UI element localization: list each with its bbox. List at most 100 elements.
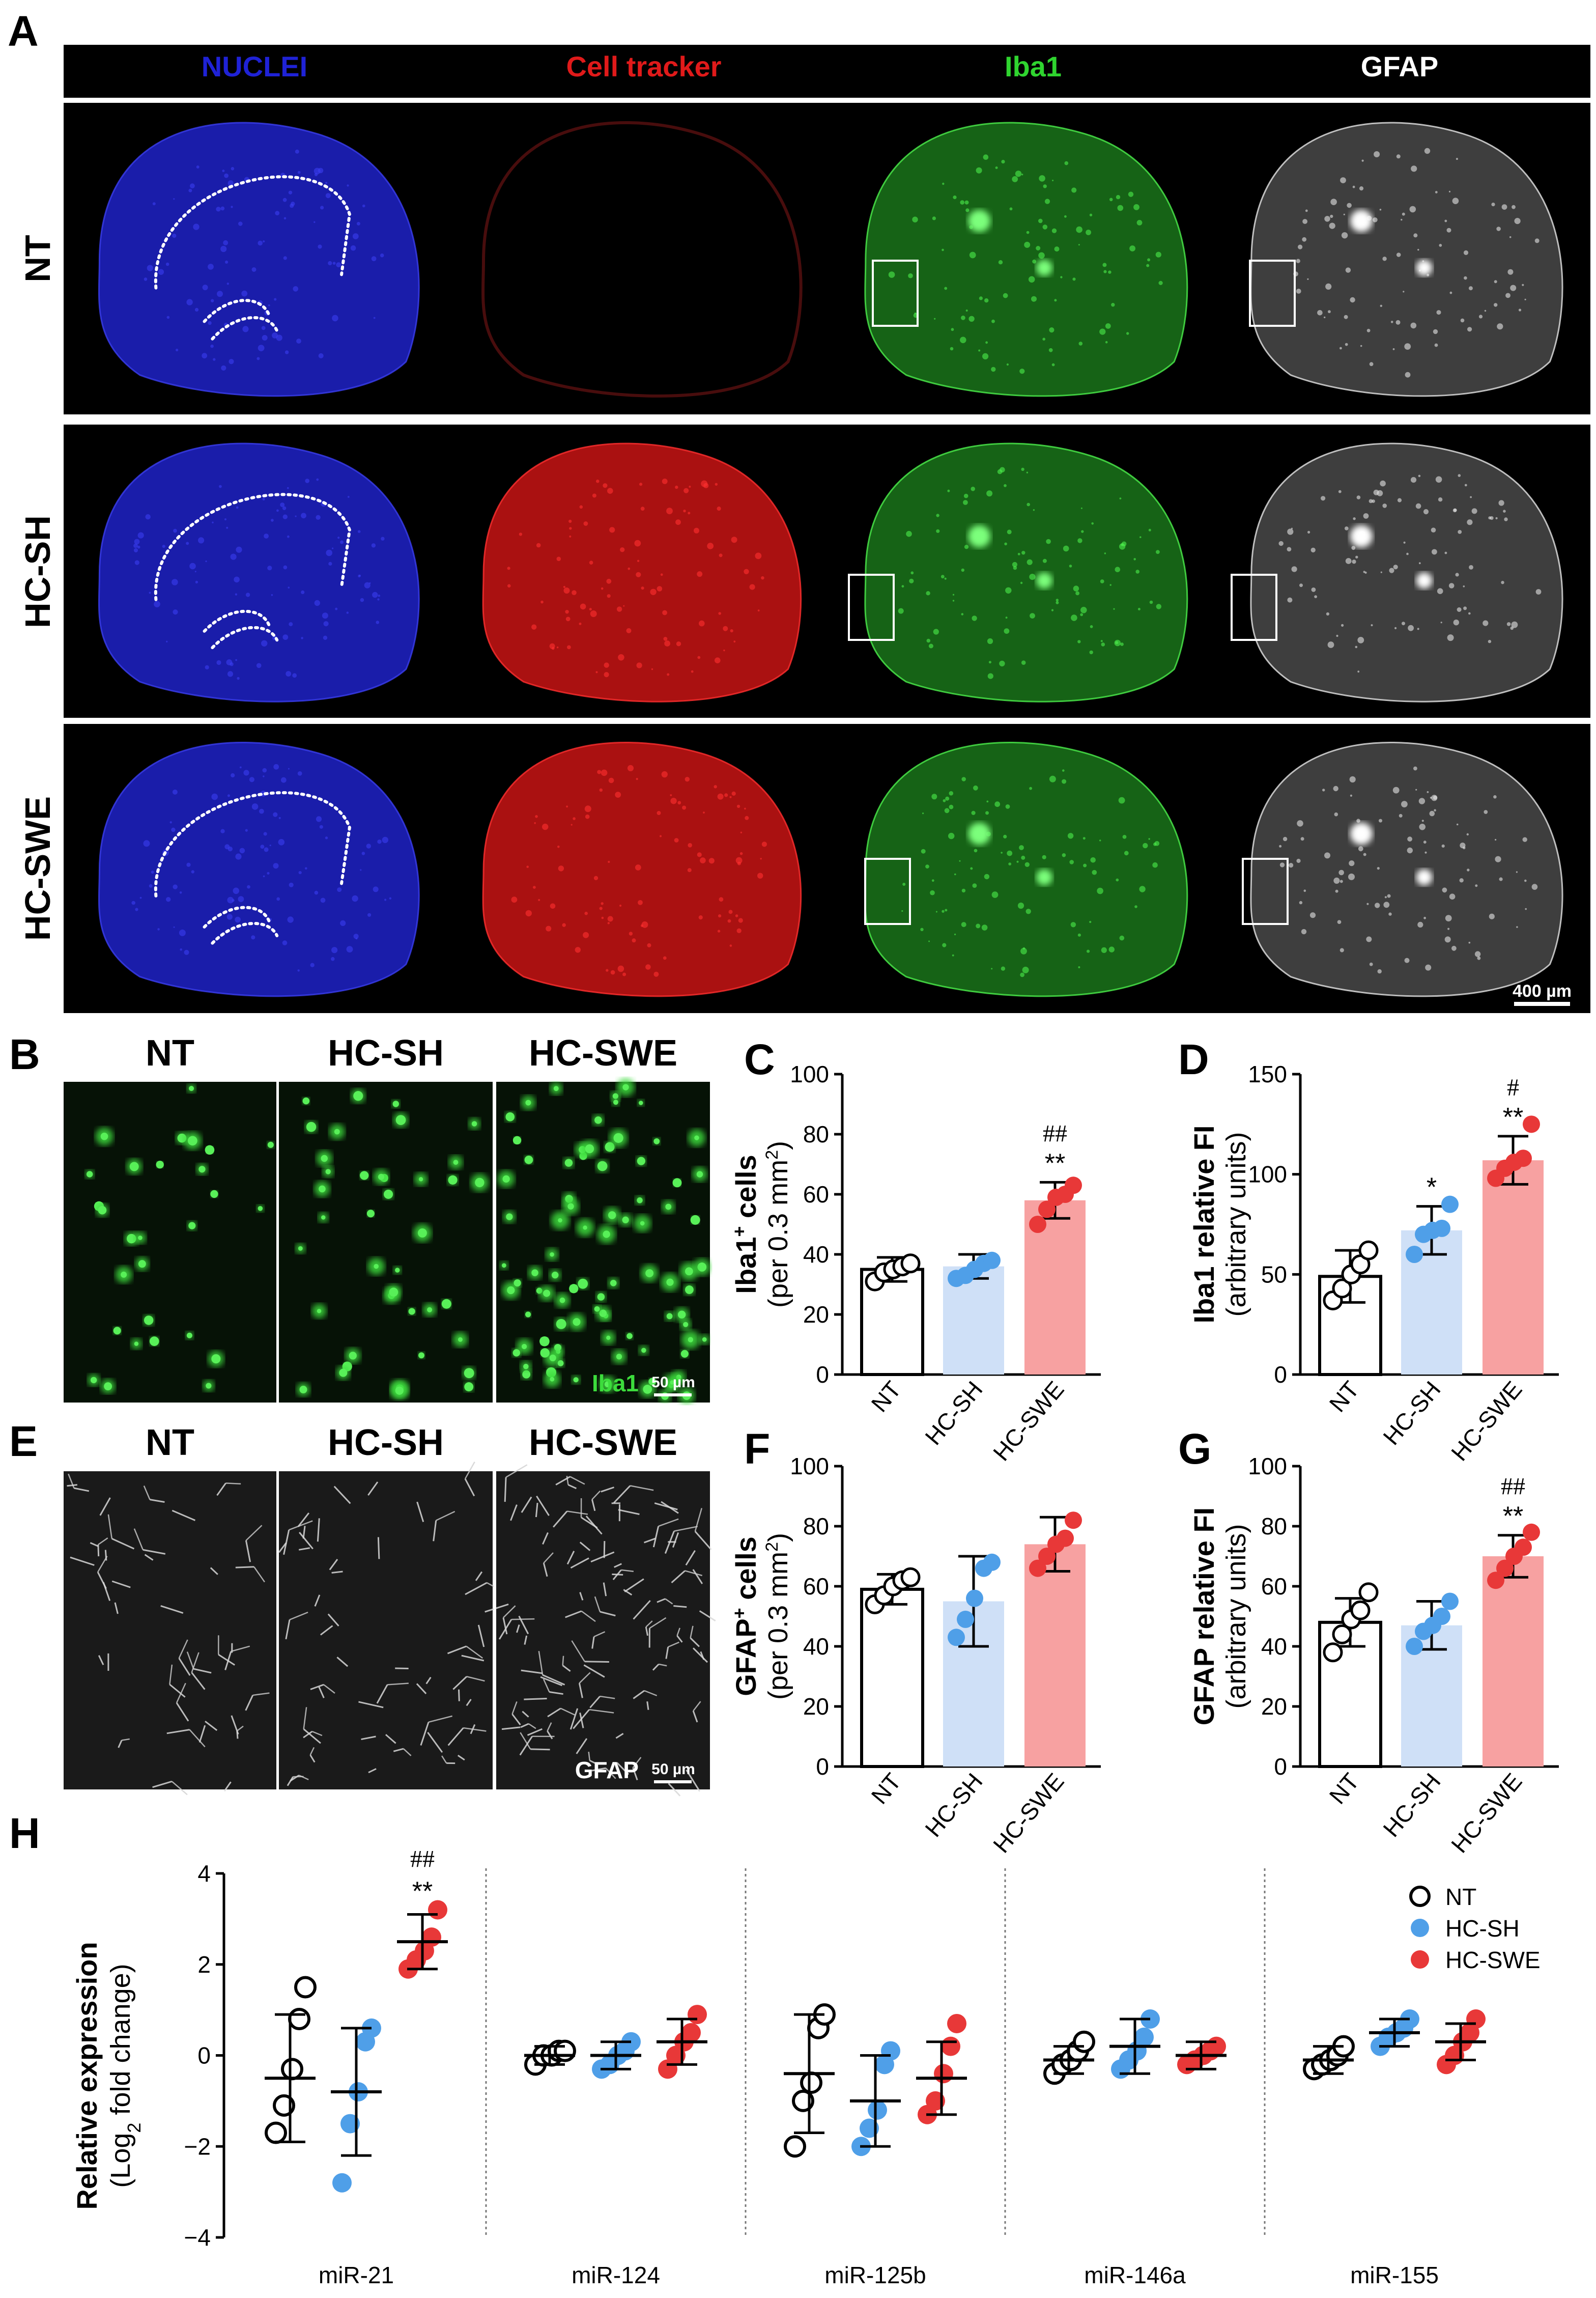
speckle [536,543,541,548]
speckle [1317,310,1323,316]
speckle [540,600,544,604]
speckle [220,245,227,253]
micro-stain-label: Iba1 [592,1370,639,1396]
speckle [1432,549,1437,555]
speckle [378,594,381,597]
speckle [1036,246,1041,250]
speckle [550,903,556,909]
speckle [542,823,549,830]
speckle [573,817,576,820]
y-tick-label: 100 [790,1061,829,1087]
speckle [565,616,571,622]
speckle [1405,372,1411,378]
speckle [1327,641,1334,648]
microglia-cell-core [512,1136,522,1145]
speckle [934,318,936,320]
speckle [1459,878,1464,883]
inset-box [864,858,911,925]
y-axis-subtitle: (Log2 fold change) [105,1964,145,2188]
astrocyte-process [311,1730,323,1736]
speckle [1512,205,1516,209]
speckle [1027,502,1030,507]
astrocyte-process [336,1657,349,1667]
astrocyte-process [543,1552,554,1564]
hotspot [968,210,991,233]
microglia-cell-core [121,1271,127,1278]
y-tick-label: 0 [197,2042,211,2069]
speckle [220,829,225,833]
astrocyte-process [579,1542,591,1551]
astrocyte-process [333,1486,351,1504]
speckle [1448,190,1451,192]
microglia-cell-core [138,1260,146,1268]
data-point [947,2013,966,2033]
astrocyte-process [676,1628,680,1636]
row-label-0: NT [18,235,58,282]
micro-col-label-0: NT [146,1422,194,1463]
brain-slice-0-1 [481,121,803,398]
speckle [1307,278,1309,280]
data-point [881,2041,900,2061]
speckle [948,832,955,839]
speckle [1524,298,1526,300]
astrocyte-process [376,1684,388,1704]
speckle [1345,526,1349,530]
speckle [1321,496,1326,501]
data-point [1029,1216,1046,1233]
speckle [944,287,948,290]
astrocyte-process [673,1605,687,1608]
speckle [1345,267,1351,273]
speckle [1069,565,1072,568]
speckle [166,640,168,643]
speckle [151,871,154,874]
speckle [566,805,568,808]
speckle [1122,835,1127,839]
microglia-cell-core [448,1175,458,1185]
y-tick-label: 0 [1274,1361,1287,1388]
speckle [933,629,939,635]
astrocyte-process [245,1695,254,1711]
microglia-cell-core [564,1159,573,1167]
data-point [1057,1529,1074,1547]
astrocyte-process [535,1502,538,1518]
speckle [1407,847,1413,854]
microglia-cell-core [608,1211,616,1219]
speckle [1051,228,1057,233]
speckle [247,885,250,889]
speckle [674,838,679,843]
speckle [1468,612,1471,615]
speckle [224,173,229,178]
speckle [335,607,338,610]
speckle [1463,585,1465,587]
speckle [226,659,233,665]
astrocyte-process [464,1461,475,1479]
speckle [657,586,663,592]
microglia-cell-core [206,1383,212,1389]
speckle [1379,209,1382,211]
astrocyte-process [358,1701,384,1708]
astrocyte-process [521,1669,543,1674]
astrocyte-process [289,1611,308,1620]
speckle [736,804,740,808]
microglia-cell-core [540,1348,550,1358]
speckle [1070,922,1076,928]
speckle [1352,185,1355,188]
speckle [1404,343,1411,350]
speckle [1510,626,1514,630]
speckle [694,527,699,534]
speckle [640,507,645,511]
speckle [636,572,641,577]
speckle [1363,853,1366,856]
astrocyte-process [447,1727,464,1746]
speckle [697,571,703,577]
speckle [1525,908,1527,910]
speckle [1082,837,1086,840]
microglia-cell-core [685,1285,694,1294]
speckle [1000,467,1005,473]
astrocyte-process [632,1757,642,1769]
speckle [731,537,737,543]
speckle [166,316,170,319]
speckle [310,963,315,967]
bar-HC-SWE [1024,1544,1086,1767]
speckle [1020,581,1023,584]
